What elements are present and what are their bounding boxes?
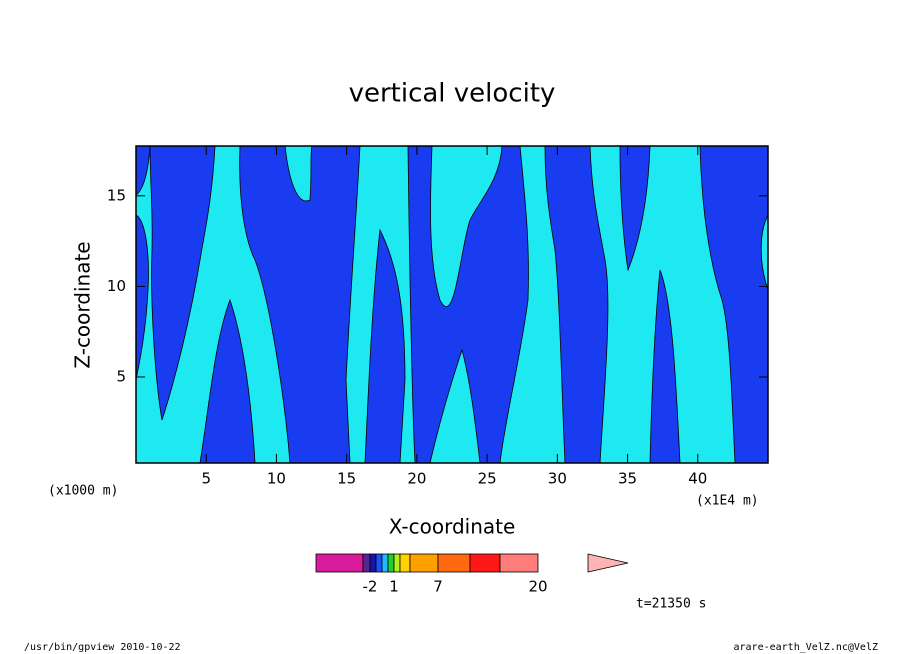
colorbar-tick-label: -2 [363,578,378,596]
footer-right: arare-earth_VelZ.nc@VelZ [734,642,879,653]
y-axis-label: Z-coordinate [71,241,95,368]
negative-region [149,146,216,421]
x-tick-label: 25 [478,470,497,488]
x-tick-label: 5 [201,470,211,488]
y-unit: (x1000 m) [48,484,118,499]
x-tick-label: 10 [267,470,286,488]
y-tick-label: 10 [107,277,126,295]
colorbar-cell [499,553,539,573]
x-tick-label: 15 [337,470,356,488]
colorbar-cell [369,553,377,573]
y-tick-label: 15 [107,186,126,204]
negative-region [407,146,529,463]
plot-frame [135,145,769,464]
colorbar-cell [375,553,383,573]
x-axis-label: X-coordinate [389,515,516,539]
y-tick-label: 5 [116,367,126,385]
contour-field [136,146,768,463]
colorbar-cell [381,553,389,573]
negative-region [544,146,609,463]
negative-region [239,146,361,463]
colorbar-cell [469,553,501,573]
time-label: t=21350 s [636,597,706,612]
colorbar-cell [387,553,395,573]
negative-region [199,298,256,463]
colorbar-cell [409,553,439,573]
x-tick-label: 20 [407,470,426,488]
colorbar-cell [437,553,471,573]
colorbar-cell [393,553,401,573]
colorbar-tick-label: 7 [433,578,443,596]
colorbar-tick-label: 20 [528,578,547,596]
x-unit: (x1E4 m) [696,494,759,509]
colorbar-tick-label: 1 [389,578,399,596]
negative-region [649,269,681,463]
x-tick-label: 40 [688,470,707,488]
x-tick-label: 30 [548,470,567,488]
negative-region [136,214,149,381]
colorbar-cell [362,553,371,573]
x-tick-label: 35 [618,470,637,488]
footer-left: /usr/bin/gpview 2010-10-22 [24,642,181,653]
negative-region [619,146,651,272]
colorbar-cell [315,553,364,573]
colorbar-cell [399,553,411,573]
negative-region [699,146,768,463]
chart-title: vertical velocity [349,79,556,109]
colorbar: -2 1 7 20 [315,553,629,596]
colorbar-extension [587,553,629,573]
